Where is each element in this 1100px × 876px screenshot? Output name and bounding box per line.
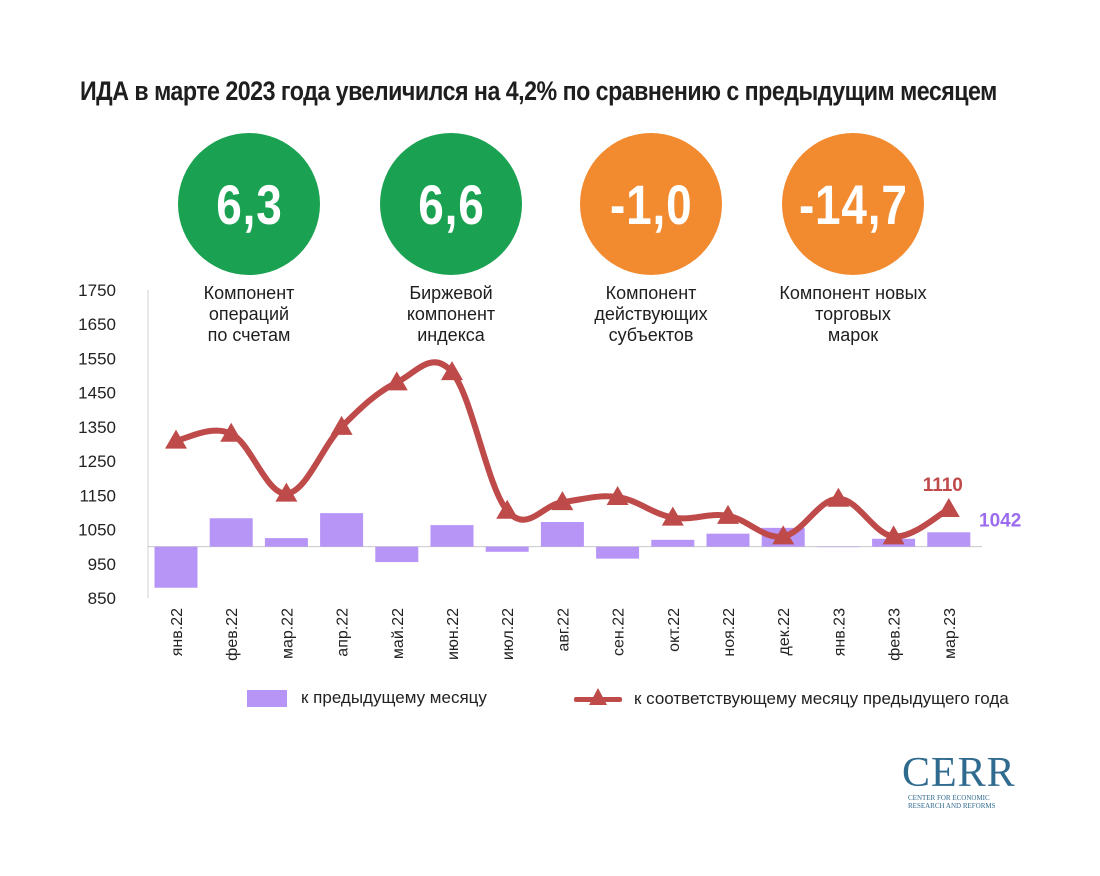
cerr-logo: CERR CENTER FOR ECONOMIC RESEARCH AND RE…: [902, 752, 1032, 812]
legend-line-item: к соответствующему месяцу предыдущего го…: [574, 688, 1009, 710]
component-label-accounts: Компонент операций по счетам: [154, 283, 344, 346]
bar: [430, 525, 474, 547]
bar: [651, 539, 695, 547]
page-title: ИДА в марте 2023 года увеличился на 4,2%…: [80, 76, 997, 106]
legend-line-label: к соответствующему месяцу предыдущего го…: [634, 689, 1009, 708]
y-tick-label: 1350: [78, 418, 116, 437]
y-tick-label: 1550: [78, 349, 116, 368]
component-value: 6,3: [215, 172, 283, 236]
bar: [320, 513, 364, 547]
x-tick-label: июн.22: [445, 608, 462, 660]
x-tick-label: авг.22: [555, 608, 572, 652]
line-marker: [661, 506, 684, 526]
legend-bar-label: к предыдущему месяцу: [301, 688, 487, 707]
logo-main: CERR: [902, 750, 1016, 796]
logo-sub-line: RESEARCH AND REFORMS: [908, 802, 996, 810]
component-label-exchange: Биржевой компонент индекса: [356, 283, 546, 346]
line-marker: [385, 371, 408, 391]
line-marker: [717, 504, 739, 524]
y-tick-label: 850: [88, 589, 116, 608]
line-marker: [165, 429, 187, 449]
legend-bar-swatch: [247, 689, 287, 707]
bar: [706, 533, 750, 547]
y-tick-label: 950: [88, 555, 116, 574]
x-tick-label: дек.22: [776, 608, 793, 656]
y-tick-label: 1150: [79, 486, 116, 505]
bar: [927, 532, 971, 547]
component-label-line: компонент: [406, 304, 496, 324]
x-tick-label: ноя.22: [721, 608, 738, 657]
x-tick-label: фев.23: [887, 608, 904, 661]
component-value: -14,7: [798, 172, 908, 236]
bar: [540, 522, 584, 547]
component-label-line: торговых: [815, 304, 891, 324]
x-tick-label: июл.22: [500, 608, 517, 660]
x-tick-label: янв.22: [169, 608, 186, 656]
line-last-label: 1110: [923, 475, 963, 496]
component-label-line: действующих: [594, 304, 708, 324]
bar: [154, 546, 198, 588]
component-circle-entities: -1,0: [580, 133, 722, 275]
x-tick-label: апр.22: [335, 608, 352, 657]
bar: [264, 538, 308, 547]
component-label-line: Компонент: [605, 283, 697, 303]
y-tick-label: 1450: [78, 384, 116, 403]
component-label-line: индекса: [417, 325, 485, 345]
line-marker: [551, 491, 574, 511]
legend-line-swatch: [574, 688, 622, 710]
bar-last-label: 1042: [979, 510, 1021, 531]
line-marker: [827, 487, 850, 507]
x-tick-label: мар.23: [942, 608, 959, 659]
component-label-line: марок: [827, 325, 879, 345]
x-tick-label: фев.22: [224, 608, 241, 661]
bar: [816, 546, 860, 548]
line-marker: [330, 415, 353, 435]
line-marker: [772, 525, 795, 545]
line-marker: [937, 498, 960, 518]
line-marker: [496, 499, 519, 519]
x-tick-label: окт.22: [666, 608, 683, 652]
component-label-line: Биржевой: [409, 283, 493, 303]
component-circle-trademarks: -14,7: [782, 133, 924, 275]
component-label-line: Компонент новых: [779, 283, 927, 303]
component-label-trademarks: Компонент новых торговых марок: [758, 283, 948, 346]
component-circle-exchange: 6,6: [380, 133, 522, 275]
y-tick-label: 1050: [78, 521, 116, 540]
series-line: [173, 359, 952, 540]
logo-sub-line: CENTER FOR ECONOMIC: [908, 794, 990, 802]
legend-bar-item: к предыдущему месяцу: [247, 688, 487, 708]
x-tick-label: сен.22: [611, 608, 628, 656]
y-tick-label: 1650: [78, 315, 116, 334]
bar: [596, 546, 640, 559]
component-label-line: Компонент: [203, 283, 295, 303]
component-label-line: операций: [208, 304, 290, 324]
line-marker: [275, 482, 298, 502]
component-label-line: по счетам: [207, 325, 291, 345]
component-label-line: субъектов: [608, 325, 694, 345]
x-tick-label: янв.23: [831, 608, 848, 656]
component-value: -1,0: [609, 172, 693, 236]
line-marker: [441, 361, 463, 381]
component-value: 6,6: [417, 172, 485, 236]
y-tick-label: 1750: [78, 281, 116, 300]
x-tick-label: май.22: [390, 608, 407, 659]
line-marker: [882, 525, 905, 545]
line-marker: [220, 422, 243, 442]
bar: [485, 546, 529, 552]
bar: [375, 546, 419, 563]
x-tick-label: мар.22: [279, 608, 296, 659]
component-label-entities: Компонент действующих субъектов: [556, 283, 746, 346]
line-marker: [606, 486, 629, 506]
y-tick-label: 1250: [78, 452, 116, 471]
component-circle-accounts: 6,3: [178, 133, 320, 275]
bar: [209, 518, 253, 547]
